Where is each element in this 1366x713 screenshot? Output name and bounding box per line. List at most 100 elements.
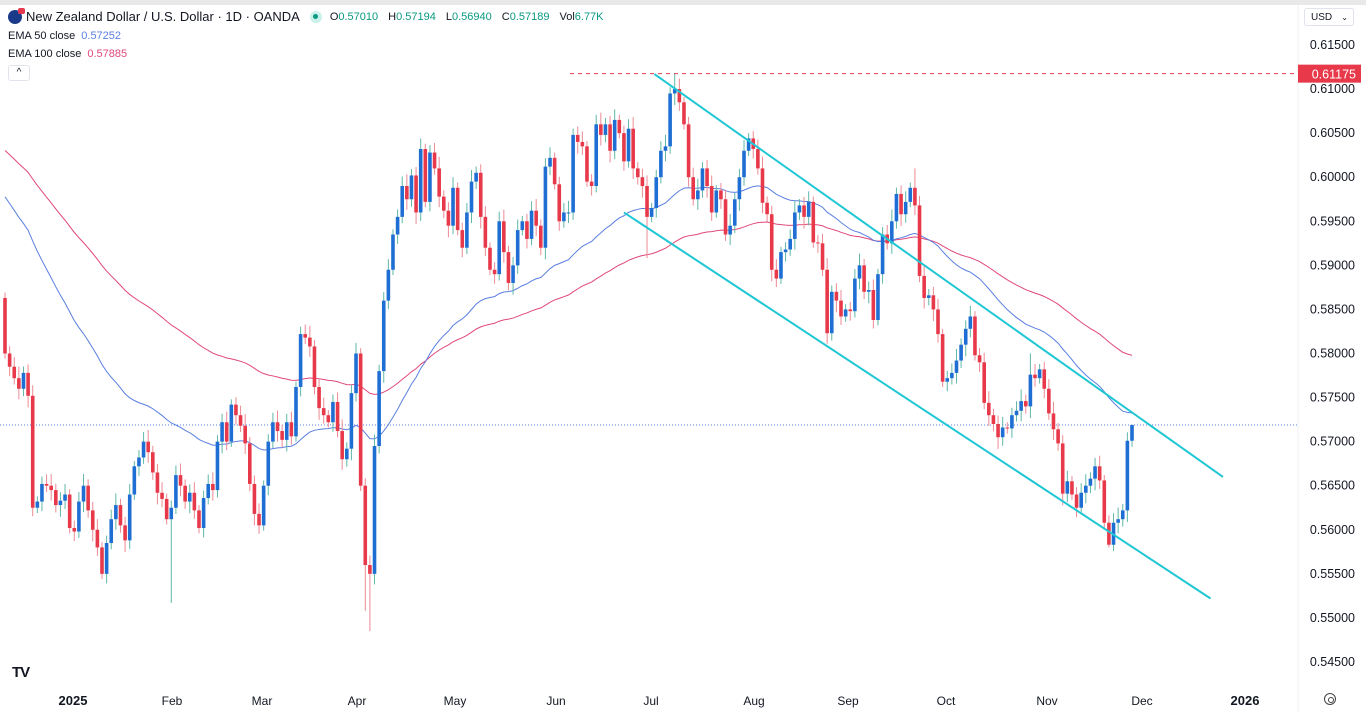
candle-body [608,124,612,151]
candle-body [17,378,21,389]
candle-body [871,290,876,320]
channel-lower-trendline [623,211,1212,600]
level-price-tag [1298,64,1361,83]
candle-body [335,401,340,432]
candle-body [321,408,326,416]
candle-body [104,542,109,574]
candle-body [502,221,506,253]
currency-select[interactable]: USD ⌄ [1304,8,1354,26]
candle-body [797,205,802,213]
candle-body [187,492,192,502]
candle-body [529,210,534,239]
candle-body [197,510,201,529]
candle-body [127,494,132,541]
candle-body [446,210,451,226]
candle-body [252,483,257,514]
candle-body [340,431,344,460]
candle-body [973,316,977,356]
candle-body [816,242,820,244]
candle-body [90,510,95,530]
candle-body [151,452,155,473]
ema50-value: 0.57252 [81,30,122,42]
x-tick-label: Sep [837,694,859,708]
candle-body [215,441,220,491]
candle-body [183,485,187,502]
candle-body [820,243,825,270]
candle-body [599,124,603,135]
candle-body [686,124,691,178]
collapse-legend-button[interactable]: ^ [8,65,30,81]
candle-body [326,415,331,423]
y-tick-label: 0.57000 [1310,435,1355,449]
candle-body [728,225,732,235]
candle-body [575,134,580,142]
symbol-title[interactable]: New Zealand Dollar / U.S. Dollar · 1D · … [26,9,300,24]
indicator-ema100[interactable]: EMA 100 close 0.57885 [8,48,610,60]
y-tick-label: 0.54500 [1310,655,1355,669]
candle-body [234,404,238,416]
candle-body [931,295,936,310]
candle-body [1130,424,1134,441]
candle-body [109,519,114,543]
ohlc-volume: Vol6.77K [559,11,603,23]
candle-body [40,483,44,502]
candle-body [589,181,594,187]
candle-body [192,492,197,511]
settings-icon[interactable] [1324,693,1336,705]
candle-body [284,422,289,440]
candle-body [617,119,622,134]
candle-body [229,404,234,442]
candle-body [400,186,405,217]
candle-body [626,128,631,162]
candle-body [266,441,271,486]
ema50-line [4,185,1133,451]
candle-body [663,146,668,151]
candle-body [44,483,49,486]
candle-body [257,513,261,526]
ema100-label: EMA 100 close [8,48,82,60]
volume-value: 6.77K [574,10,604,23]
candle-body [49,485,53,491]
candle-body [349,393,354,449]
y-tick-label: 0.60500 [1310,126,1355,140]
tradingview-logo[interactable]: TV [12,664,30,681]
candle-body [414,175,418,213]
candle-body [543,166,548,248]
ohlc-low: L0.56940 [446,11,492,23]
candle-body [303,334,308,338]
candle-body [1093,466,1097,479]
candle-body [746,138,751,151]
candle-body [691,177,696,200]
candle-body [123,525,127,541]
candle-body [1056,429,1060,444]
indicator-ema50[interactable]: EMA 50 close 0.57252 [8,30,610,42]
candle-body [723,199,728,235]
candle-body [793,212,797,239]
candle-body [825,269,829,334]
candle-body [137,457,141,467]
candle-body [368,565,372,574]
x-tick-label: 2025 [59,693,88,708]
candle-body [945,378,950,382]
candle-body [423,149,428,202]
candle-body [843,309,848,317]
chart-legend: New Zealand Dollar / U.S. Dollar · 1D · … [8,7,610,81]
candle-body [714,190,719,213]
candle-body [160,492,164,499]
candle-body [1042,369,1047,389]
candle-body [866,290,871,292]
y-tick-label: 0.56500 [1310,479,1355,493]
candle-body [81,485,86,502]
y-tick-label: 0.55000 [1310,611,1355,625]
candle-body [520,221,525,231]
x-tick-label: Aug [743,694,764,708]
candle-body [811,201,816,243]
nzd-usd-flag-icon [8,7,25,24]
candle-body [405,186,409,200]
candle-body [294,386,298,437]
candle-body [1120,510,1125,520]
x-tick-label: Oct [937,694,956,708]
candle-body [178,475,183,486]
chevron-down-icon: ⌄ [1341,13,1348,22]
